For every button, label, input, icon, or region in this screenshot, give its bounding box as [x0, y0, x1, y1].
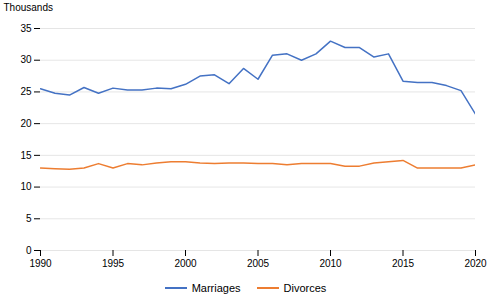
html-text:Divorces: Divorces: [283, 282, 327, 294]
svg-text:2010: 2010: [319, 258, 342, 269]
svg-text:10: 10: [20, 181, 32, 192]
svg-text:2005: 2005: [247, 258, 270, 269]
svg-text:2000: 2000: [174, 258, 197, 269]
svg-text:Thousands: Thousands: [4, 2, 53, 13]
svg-text:2015: 2015: [392, 258, 415, 269]
svg-text:30: 30: [20, 54, 32, 65]
svg-text:15: 15: [20, 150, 32, 161]
svg-text:20: 20: [20, 118, 32, 129]
svg-text:5: 5: [26, 213, 32, 224]
svg-text:2020: 2020: [464, 258, 487, 269]
svg-text:1990: 1990: [29, 258, 52, 269]
svg-text:25: 25: [20, 86, 32, 97]
svg-text:35: 35: [20, 23, 32, 34]
svg-text:1995: 1995: [102, 258, 125, 269]
html-text:Marriages: Marriages: [191, 282, 241, 294]
svg-text:0: 0: [26, 245, 32, 256]
